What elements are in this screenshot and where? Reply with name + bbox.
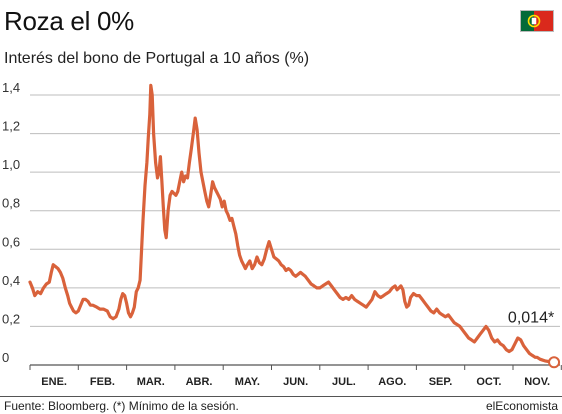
x-tick-label: MAY. bbox=[235, 376, 260, 388]
y-tick-label: 0,6 bbox=[2, 234, 20, 249]
x-axis-ticks bbox=[29, 365, 562, 370]
chart-title: Roza el 0% bbox=[4, 6, 134, 36]
portugal-flag-icon bbox=[520, 10, 554, 32]
y-axis-tick-labels: 0 0,2 0,4 0,6 0,8 1,0 1,2 1,4 bbox=[2, 80, 20, 365]
y-tick-label: 0,4 bbox=[2, 273, 20, 288]
x-tick-label: MAR. bbox=[137, 376, 165, 388]
series-line bbox=[28, 83, 556, 364]
end-point-marker bbox=[548, 356, 561, 369]
end-value-label: 0,014* bbox=[508, 309, 554, 326]
y-tick-label: 0 bbox=[2, 350, 9, 365]
y-tick-label: 1,2 bbox=[2, 119, 20, 134]
x-tick-label: ABR. bbox=[186, 376, 213, 388]
y-tick-label: 1,0 bbox=[2, 157, 20, 172]
x-tick-label: ENE. bbox=[41, 376, 67, 388]
x-tick-label: OCT. bbox=[476, 376, 501, 388]
source-note: Fuente: Bloomberg. (*) Mínimo de la sesi… bbox=[4, 399, 239, 413]
series-layer bbox=[28, 83, 556, 364]
x-tick-label: FEB. bbox=[90, 376, 115, 388]
x-tick-label: JUN. bbox=[283, 376, 308, 388]
x-tick-label: AGO. bbox=[378, 376, 406, 388]
grid-lines bbox=[30, 94, 560, 327]
y-tick-label: 0,8 bbox=[2, 196, 20, 211]
y-tick-label: 0,2 bbox=[2, 311, 20, 326]
x-tick-label: SEP. bbox=[429, 376, 453, 388]
footer-divider bbox=[0, 396, 562, 397]
chart-subtitle: Interés del bono de Portugal a 10 años (… bbox=[4, 50, 310, 67]
x-axis-month-labels: ENE. FEB. MAR. ABR. MAY. JUN. JUL. AGO. SEP. OCT.… bbox=[41, 376, 550, 388]
line-chart: 0 0,2 0,4 0,6 0,8 1,0 1,2 1,4 ENE. FEB. MAR. ABR. M… bbox=[2, 80, 562, 388]
publisher-brand: elEconomista bbox=[485, 399, 558, 413]
x-tick-label: JUL. bbox=[332, 376, 356, 388]
x-tick-label: NOV. bbox=[524, 376, 550, 388]
y-tick-label: 1,4 bbox=[2, 80, 20, 95]
